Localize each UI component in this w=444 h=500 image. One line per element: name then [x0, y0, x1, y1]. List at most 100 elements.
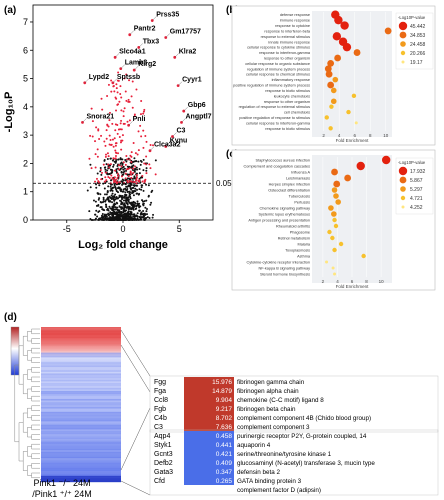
nonsignificant-point	[136, 200, 139, 203]
significant-point	[154, 173, 157, 176]
nonsignificant-point	[122, 203, 125, 206]
dendrogram-branch	[27, 350, 32, 361]
significant-point	[120, 165, 123, 168]
x-tick-label: 10	[379, 279, 385, 284]
nonsignificant-point	[99, 200, 102, 203]
nonsignificant-point	[115, 159, 118, 162]
gene-label: Tbx3	[143, 38, 159, 45]
significant-point	[107, 175, 110, 178]
significant-point	[105, 179, 108, 182]
nonsignificant-point	[124, 191, 127, 194]
gene-label-leader	[152, 16, 157, 21]
heatmap-row	[41, 394, 121, 396]
significant-point	[117, 152, 120, 155]
enrichment-bubble	[335, 199, 341, 205]
nonsignificant-point	[113, 183, 116, 186]
nonsignificant-point	[99, 193, 102, 196]
downregulated-gene-symbol: Gcnt3	[154, 451, 173, 458]
dendrogram-branch	[18, 422, 24, 462]
nonsignificant-point	[126, 199, 129, 202]
nonsignificant-point	[112, 195, 115, 198]
heatmap-row	[41, 410, 121, 412]
nonsignificant-point	[101, 201, 104, 204]
heatmap-row	[41, 391, 121, 393]
heatmap-row	[41, 336, 121, 339]
gene-label: Pantr2	[134, 26, 156, 33]
nonsignificant-point	[96, 192, 99, 195]
nonsignificant-point	[130, 213, 133, 216]
category-label: Retinol metabolism	[278, 237, 310, 241]
heatmap-row	[41, 459, 121, 462]
heatmap-row	[41, 418, 121, 420]
significant-point	[107, 83, 110, 86]
heatmap-row	[41, 432, 121, 435]
nonsignificant-point	[135, 166, 138, 169]
category-label: response to biotic stimulus	[265, 89, 310, 93]
kegg-chart-content: 2 4 6 8 10 Fold Enrichment Staphylococcus aure…	[244, 155, 434, 289]
volcano-y-axis-title: -Log₁₀P	[3, 92, 15, 133]
dendrogram-branch	[31, 405, 40, 411]
nonsignificant-point	[144, 213, 147, 216]
nonsignificant-point	[122, 188, 125, 191]
significant-point	[112, 179, 115, 182]
gene-label-leader	[129, 30, 134, 35]
significant-point	[114, 129, 117, 132]
legend-title: -Log10P-value	[398, 160, 426, 165]
nonsignificant-point	[105, 213, 108, 216]
heatmap-row	[41, 427, 121, 430]
nonsignificant-point	[115, 208, 118, 211]
nonsignificant-point	[122, 171, 125, 174]
significant-point	[118, 136, 121, 139]
nonsignificant-point	[122, 179, 125, 182]
nonsignificant-point	[121, 214, 124, 217]
significant-point	[128, 119, 131, 122]
significant-point	[145, 140, 148, 143]
downregulated-gene-symbol: Defb2	[154, 460, 173, 467]
significant-point	[119, 92, 122, 95]
nonsignificant-point	[114, 185, 117, 188]
heatmap-row	[41, 395, 121, 398]
nonsignificant-point	[94, 200, 97, 203]
significant-point	[114, 180, 117, 183]
dendrogram-branch	[27, 465, 32, 476]
category-label: Cytokine-cytokine receptor interaction	[246, 261, 310, 265]
significant-point	[114, 151, 117, 154]
nonsignificant-point	[100, 173, 103, 176]
nonsignificant-point	[100, 206, 103, 209]
significant-point	[124, 177, 127, 180]
gene-label-leader	[82, 118, 87, 123]
enrichment-bubble	[333, 272, 337, 276]
significant-point	[127, 98, 130, 101]
significant-point	[144, 178, 147, 181]
category-label: response to cytokine	[275, 24, 310, 28]
significant-point	[119, 85, 122, 88]
significant-point	[104, 155, 107, 158]
nonsignificant-point	[151, 189, 154, 192]
nonsignificant-point	[141, 200, 144, 203]
enrichment-bubble	[328, 205, 334, 211]
significant-point	[125, 73, 128, 76]
nonsignificant-point	[129, 212, 132, 215]
enrichment-bubble	[324, 65, 332, 73]
enrichment-bubble	[324, 115, 329, 120]
nonsignificant-point	[141, 213, 144, 216]
significant-point	[100, 134, 103, 137]
heatmap-stripes	[41, 327, 121, 483]
legend-swatch	[401, 60, 405, 64]
nonsignificant-point	[138, 209, 141, 212]
category-label: Steroid hormone biosynthesis	[260, 273, 310, 277]
heatmap-row	[41, 453, 121, 455]
y-tick-label: 7	[23, 17, 28, 27]
enrichment-bubble	[331, 266, 335, 270]
nonsignificant-point	[129, 197, 132, 200]
nonsignificant-point	[115, 190, 118, 193]
dendrogram-branch	[27, 427, 32, 438]
heatmap-row	[41, 354, 121, 356]
significant-point	[126, 179, 129, 182]
nonsignificant-point	[106, 198, 109, 201]
p-threshold-label: 0.05	[216, 179, 232, 188]
significant-point	[124, 90, 127, 93]
gene-label: Kynu	[170, 137, 188, 144]
x-tick-label: 8	[365, 279, 368, 284]
